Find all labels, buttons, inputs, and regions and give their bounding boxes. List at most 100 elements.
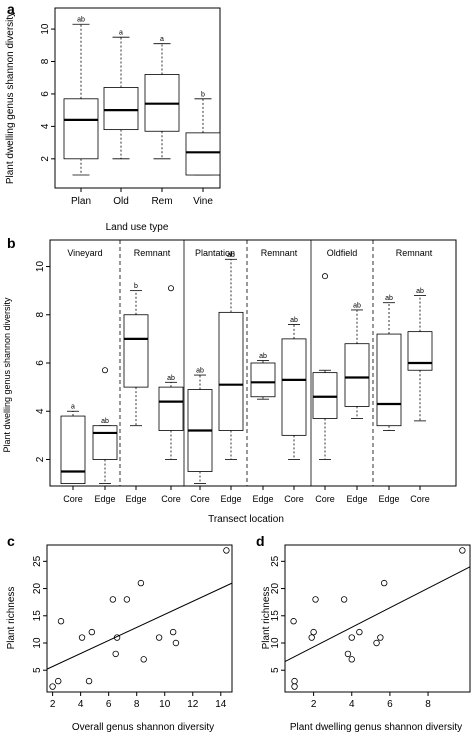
panel-d-plot-frame (284, 544, 471, 693)
c-y-tick-label: 25 (32, 555, 43, 567)
c-point (172, 639, 180, 647)
b-significance-label: ab (290, 317, 298, 324)
d-point (377, 634, 384, 641)
b-significance-label: ab (167, 375, 175, 382)
panel-b-segment-label: Remnant (396, 248, 433, 258)
c-x-tick-label: 14 (215, 699, 227, 710)
c-point (169, 628, 177, 636)
c-point (78, 634, 86, 641)
c-x-tick-label: 4 (78, 699, 84, 710)
panel-a-x-axis-label: Land use type (106, 222, 169, 233)
panel-b-segment-label: Vineyard (67, 248, 102, 258)
d-point (291, 683, 298, 690)
b-box (312, 372, 338, 419)
b-significance-label: ab (385, 295, 393, 302)
panel-c-fit (46, 582, 233, 670)
d-x-tick-label: 8 (425, 699, 431, 710)
b-x-tick-label: Core (284, 494, 304, 504)
b-y-tick-label: 4 (35, 408, 46, 414)
a-box (185, 132, 221, 176)
c-point (223, 547, 230, 554)
panel-a-letter: a (7, 1, 15, 17)
a-x-tick-label: Old (113, 196, 129, 207)
panel-d-y-axis: 5 10 15 20 25 (270, 555, 286, 673)
c-x-tick-label: 6 (106, 699, 112, 710)
d-point (340, 596, 348, 603)
b-significance-label: ab (196, 368, 204, 375)
b-significance-label: ab (416, 288, 424, 295)
d-point (308, 634, 315, 641)
b-box (281, 338, 307, 436)
d-y-tick-label: 25 (270, 555, 281, 567)
panel-b-letter: b (7, 235, 16, 251)
c-y-tick-label: 15 (32, 610, 43, 622)
c-y-tick-label: 20 (32, 583, 43, 595)
c-point (155, 634, 163, 641)
d-point (356, 628, 363, 636)
panel-b-segment-label: Oldfield (327, 248, 358, 258)
panel-d-x-axis-label: Plant dwelling genus shannon diversity (290, 722, 462, 733)
panel-a-y-axis-label: Plant dwelling genus shannon diversity (5, 12, 16, 184)
panel-c-x-axis: 2 4 6 8 10 12 14 (50, 691, 227, 710)
b-box (344, 343, 370, 407)
b-significance-label: b (134, 283, 138, 290)
d-regression-line (284, 566, 471, 662)
b-x-tick-label: Core (315, 494, 335, 504)
b-box (218, 311, 244, 431)
panel-d-y-axis-label: Plant richness (261, 587, 272, 650)
b-box (376, 333, 402, 427)
d-x-tick-label: 4 (349, 699, 355, 710)
d-point (348, 634, 355, 641)
d-y-tick-label: 5 (270, 667, 281, 673)
panel-b-segment-label: Remnant (261, 248, 298, 258)
b-outlier (102, 367, 109, 374)
c-point (112, 650, 119, 658)
d-point (344, 650, 352, 658)
b-y-tick-label: 8 (35, 312, 46, 318)
a-significance-label: a (119, 30, 123, 37)
c-point (113, 634, 121, 641)
b-outlier (321, 273, 328, 280)
b-x-tick-label: Core (410, 494, 430, 504)
b-x-tick-label: Core (190, 494, 210, 504)
b-x-tick-label: Edge (252, 494, 273, 504)
b-significance-label: ab (227, 252, 235, 259)
d-point (373, 639, 380, 647)
panel-b-boxes: a ab b ab ab ab ab ab ab ab ab (60, 252, 433, 484)
b-x-tick-label: Edge (346, 494, 367, 504)
a-y-tick-label: 2 (40, 156, 51, 162)
panel-b-segment-label: Remnant (134, 248, 171, 258)
b-x-tick-label: Edge (125, 494, 146, 504)
panel-c-x-axis-label: Overall genus shannon diversity (72, 722, 214, 733)
b-significance-label: a (71, 404, 75, 411)
c-y-tick-label: 5 (32, 667, 43, 673)
b-x-tick-label: Edge (220, 494, 241, 504)
b-x-tick-label: Edge (94, 494, 115, 504)
c-y-tick-label: 10 (32, 637, 43, 649)
panel-b-segment-labels: Vineyard Remnant Plantation Remnant Oldfield… (67, 248, 432, 258)
c-point (140, 656, 147, 663)
d-point (310, 628, 317, 636)
b-box (60, 415, 86, 484)
b-significance-label: ab (353, 302, 361, 309)
panel-c-y-axis: 5 10 15 20 25 (32, 555, 48, 673)
panel-c-plot-frame (46, 544, 233, 693)
b-significance-label: ab (101, 418, 109, 425)
a-y-tick-label: 10 (40, 23, 51, 35)
a-y-tick-label: 8 (40, 58, 51, 64)
b-y-tick-label: 10 (35, 261, 46, 273)
a-box (103, 87, 139, 131)
c-point (49, 683, 56, 690)
c-point (57, 618, 65, 625)
panel-b-y-axis-label: Plant dwelling genus shannon diversity (2, 297, 12, 453)
panel-b-dividers (119, 240, 374, 486)
d-point (380, 579, 388, 587)
a-x-tick-label: Vine (193, 196, 213, 207)
panel-d-x-axis: 2 4 6 8 (311, 691, 431, 710)
panel-b: b Vineyard Remnant Plantation Remnant Oldfie… (2, 235, 457, 525)
b-box (92, 425, 118, 460)
panel-d-points (290, 547, 466, 690)
a-x-tick-label: Plan (71, 196, 91, 207)
c-point (109, 596, 117, 603)
